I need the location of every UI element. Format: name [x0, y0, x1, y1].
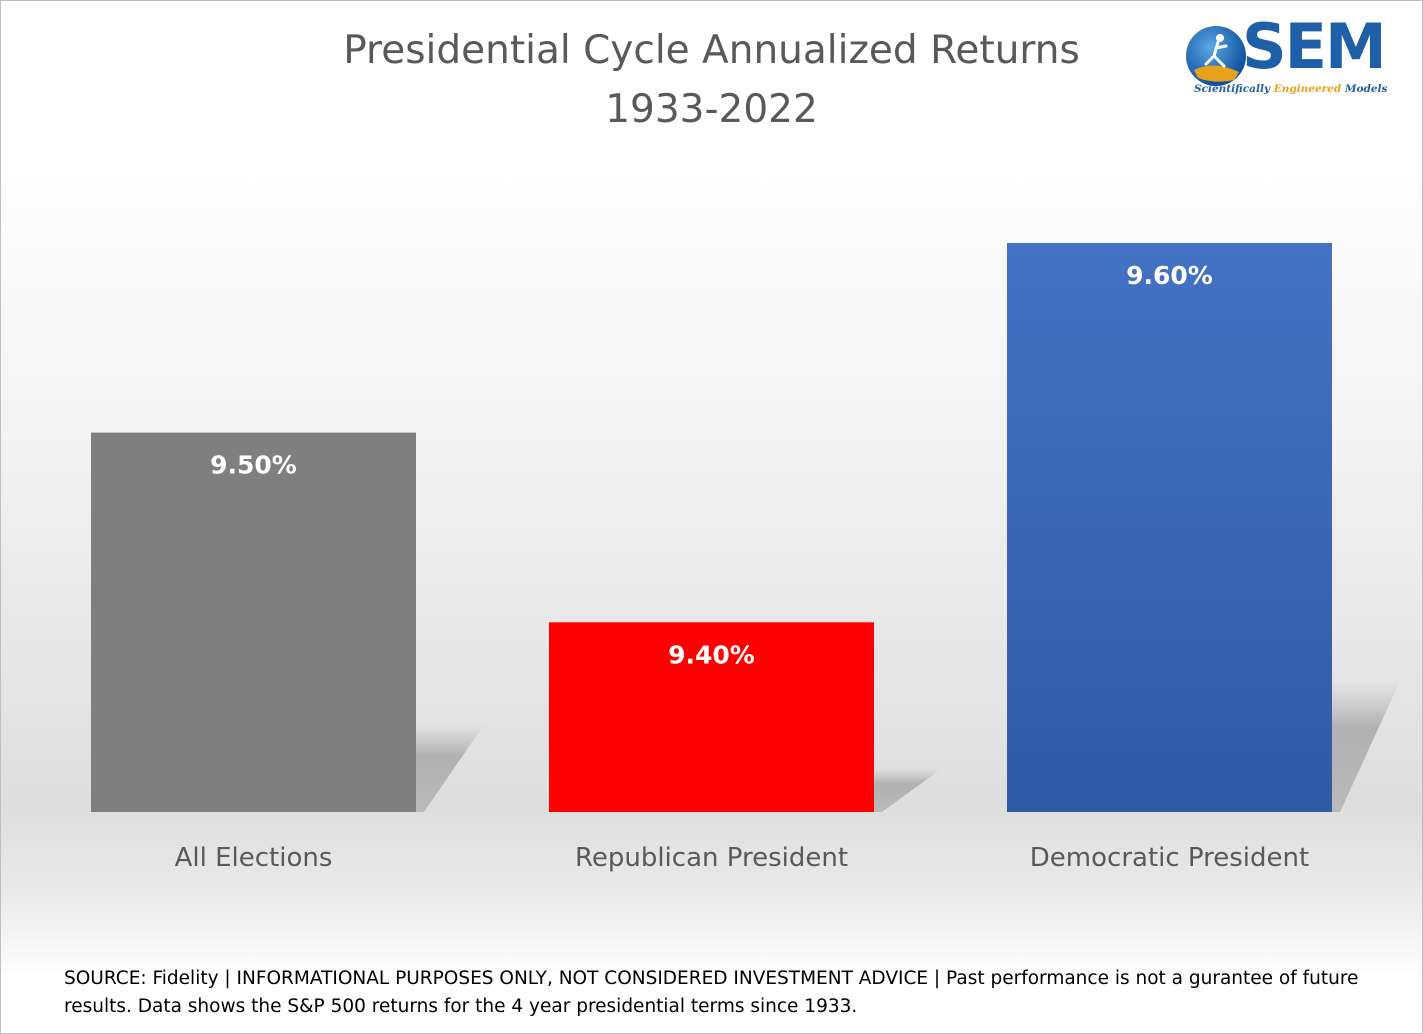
x-tick-label: Democratic President: [1030, 843, 1309, 873]
data-label: 9.40%: [668, 640, 755, 669]
chart-title: Presidential Cycle Annualized Returns: [343, 28, 1080, 73]
logo-tagline-part-1: Scientifically: [1194, 83, 1274, 95]
x-tick-label: All Elections: [175, 843, 333, 873]
data-label: 9.60%: [1126, 261, 1213, 290]
bar-shadow: [874, 768, 942, 812]
x-tick-label: Republican President: [575, 843, 848, 873]
source-note: SOURCE: Fidelity | INFORMATIONAL PURPOSE…: [64, 968, 1359, 1017]
logo-tagline: Scientifically Engineered Models: [1194, 83, 1387, 95]
logo-wordmark: SEM: [1242, 10, 1387, 83]
sem-logo: SEM Scientifically Engineered Models: [1180, 10, 1410, 102]
bar-shadow: [1332, 681, 1400, 812]
bar-all-elections: [91, 432, 416, 812]
bar-shadow: [416, 724, 484, 812]
bar-republican-president: [549, 622, 874, 812]
bar-democratic-president: [1007, 242, 1332, 812]
data-label: 9.50%: [210, 451, 297, 480]
logo-tagline-part-3: Models: [1341, 83, 1388, 95]
chart-subtitle: 1933-2022: [605, 87, 818, 132]
logo-tagline-part-2: Engineered: [1273, 83, 1342, 95]
globe-icon: [1186, 26, 1246, 86]
